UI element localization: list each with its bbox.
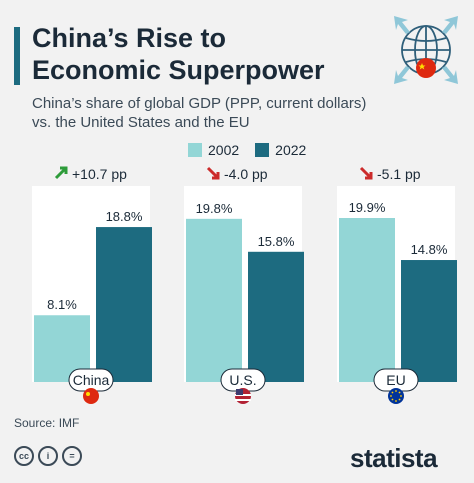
bar-2002 [339,218,395,382]
statista-logo: statista [350,443,438,473]
license-icons: cc i = [14,446,86,466]
bar-2002 [186,218,242,382]
eu-flag-star [398,398,401,401]
page-title: China’s Rise to Economic Superpower [32,22,325,86]
value-label: 19.8% [196,201,233,216]
china-flag-badge [416,58,436,78]
eu-flag-star [391,391,394,394]
eu-flag-star [395,400,397,402]
no-derivatives-icon: = [62,446,82,466]
value-label: 19.9% [349,200,386,215]
chart-legend: 2002 2022 [188,142,322,158]
legend-swatch-2002 [188,143,202,157]
value-label: 15.8% [258,234,295,249]
legend-label-2022: 2022 [275,142,307,158]
change-label: +10.7 pp [72,166,127,182]
title-line-2: Economic Superpower [32,55,325,85]
category-label: U.S. [229,372,256,388]
source-note: Source: IMF [14,416,80,430]
subtitle-line-2: vs. the United States and the EU [32,114,250,131]
globe-icon [394,16,458,84]
legend-item-2022: 2022 [255,142,306,158]
bar-2022 [401,260,457,382]
eu-flag-star [395,390,397,392]
china-flag-star [86,392,90,396]
category-label: China [73,372,110,388]
eu-flag-star [398,391,401,394]
category-label: EU [386,372,405,388]
legend-label-2002: 2002 [208,142,240,158]
change-label: -5.1 pp [377,166,421,182]
eu-flag-star [400,395,402,397]
china-flag-icon [83,388,99,404]
bar-2022 [248,251,304,382]
value-label: 18.8% [106,209,143,224]
us-flag-canton [236,389,243,395]
page-subtitle: China’s share of global GDP (PPP, curren… [32,94,366,132]
value-label: 14.8% [411,242,448,257]
subtitle-line-1: China’s share of global GDP (PPP, curren… [32,95,367,112]
down-arrow-icon [359,166,373,180]
eu-flag-star [390,395,392,397]
bar-2022 [96,227,152,382]
value-label: 8.1% [47,297,77,312]
legend-swatch-2022 [255,143,270,157]
up-arrow-icon [54,166,68,180]
title-line-1: China’s Rise to [32,23,227,53]
us-flag-stripe [235,399,251,401]
eu-flag-star [391,398,394,401]
legend-item-2002: 2002 [188,142,239,158]
down-arrow-icon [206,166,220,180]
attribution-icon: i [38,446,58,466]
creative-commons-icon: cc [14,446,34,466]
title-accent-bar [14,27,20,85]
change-label: -4.0 pp [224,166,268,182]
